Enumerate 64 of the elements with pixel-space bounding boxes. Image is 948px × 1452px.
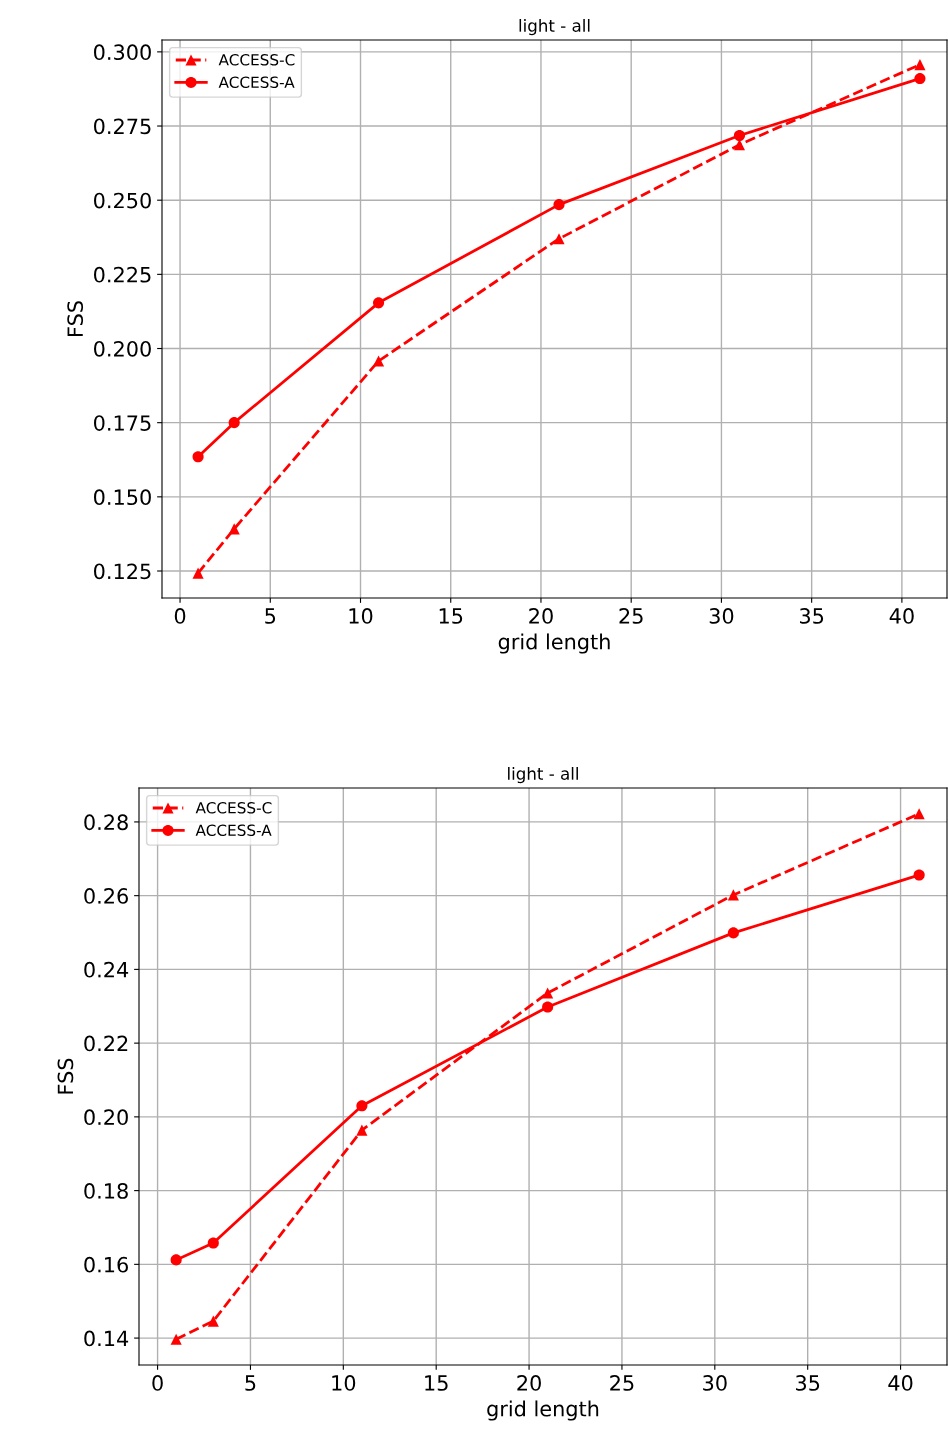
point	[207, 1315, 219, 1327]
y-tick-label: 0.225	[94, 266, 151, 283]
point	[727, 927, 739, 939]
point	[373, 297, 385, 309]
x-tick-label: 15	[425, 1375, 448, 1391]
point	[207, 1237, 219, 1249]
x-tick-label: 35	[796, 1375, 820, 1391]
y-tick-label: 0.250	[94, 192, 151, 209]
x-tick-label: 25	[610, 1375, 634, 1391]
x-tick-label: 25	[619, 608, 643, 624]
y-axis-title: FSS	[57, 1058, 74, 1094]
y-tick-label: 0.200	[94, 340, 151, 357]
y-tick-label: 0.28	[84, 814, 128, 831]
x-tick-label: 40	[888, 1375, 913, 1391]
point	[553, 199, 565, 211]
point	[913, 869, 925, 881]
point	[373, 355, 385, 367]
y-tick-label: 0.14	[84, 1330, 129, 1347]
x-tick-label: 35	[799, 608, 824, 624]
x-tick-label: 15	[439, 608, 463, 624]
point	[356, 1124, 368, 1136]
x-tick-label: 10	[349, 608, 373, 624]
point	[170, 1333, 182, 1345]
y-tick-label: 0.24	[84, 961, 129, 978]
y-tick-label: 0.22	[84, 1035, 128, 1052]
point	[170, 1254, 182, 1266]
x-tick-label: 20	[517, 1375, 541, 1391]
point	[192, 451, 204, 463]
x-tick-label: 40	[889, 608, 914, 624]
point	[192, 567, 204, 579]
y-tick-label: 0.16	[84, 1256, 128, 1273]
x-tick-label: 10	[332, 1375, 356, 1391]
chart-title: light - all	[508, 767, 578, 784]
legend-label: ACCESS-C	[195, 802, 272, 814]
x-tick-label: 5	[265, 608, 276, 624]
chart-title: light - all	[519, 19, 590, 36]
x-tick-label: 0	[152, 1375, 163, 1391]
y-tick-label: 0.20	[84, 1109, 128, 1126]
y-tick-label: 0.275	[94, 118, 151, 135]
y-axis-title: FSS	[67, 301, 84, 336]
point	[542, 1001, 554, 1013]
x-tick-label: 20	[529, 608, 553, 624]
x-tick-label: 5	[245, 1375, 256, 1391]
y-tick-label: 0.18	[84, 1183, 128, 1199]
y-tick-label: 0.150	[94, 489, 151, 506]
y-tick-label: 0.125	[94, 563, 151, 580]
point	[914, 73, 926, 85]
y-tick-label: 0.26	[84, 888, 128, 904]
point	[542, 987, 554, 999]
legend-label: ACCESS-C	[218, 54, 295, 66]
point	[356, 1100, 368, 1112]
x-tick-label: 30	[703, 1375, 727, 1391]
x-axis-title: grid length	[487, 1400, 599, 1421]
y-tick-label: 0.175	[94, 415, 151, 431]
legend-label: ACCESS-A	[195, 824, 272, 836]
x-tick-label: 0	[174, 608, 186, 624]
x-axis-title: grid length	[498, 633, 610, 654]
point	[228, 417, 240, 429]
point	[914, 59, 926, 71]
point	[553, 233, 565, 245]
legend-label: ACCESS-A	[218, 76, 295, 88]
point	[733, 129, 746, 142]
y-tick-label: 0.300	[94, 44, 151, 61]
x-tick-label: 30	[709, 608, 734, 624]
